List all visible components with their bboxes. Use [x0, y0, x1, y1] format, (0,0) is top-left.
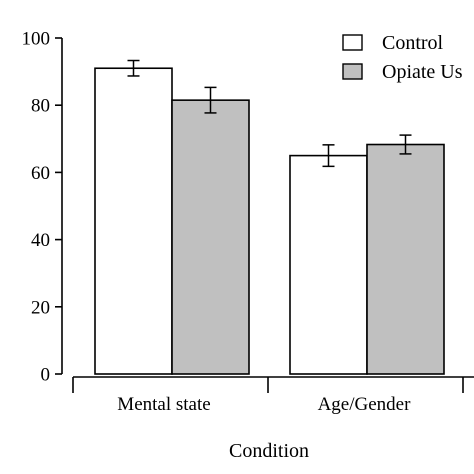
x-axis: Mental state Age/Gender: [72, 376, 474, 415]
error-bars: [127, 59, 412, 168]
y-axis: 0 20 40 60 80 100: [22, 29, 63, 386]
bar-control-1: [289, 154, 368, 375]
y-tick-label: 80: [31, 96, 50, 117]
legend: Control Opiate Us: [342, 32, 463, 83]
bar-opiate-0: [171, 99, 250, 375]
bars: [94, 67, 445, 375]
x-axis-title: Condition: [229, 440, 309, 462]
x-tick-label: Mental state: [117, 394, 210, 415]
y-tick-label: 100: [22, 29, 51, 50]
y-tick-label: 40: [31, 230, 50, 251]
bar-opiate-1: [366, 143, 445, 375]
y-tick-label: 0: [41, 365, 51, 386]
legend-label: Control: [382, 32, 444, 54]
x-tick-label: Age/Gender: [318, 394, 412, 415]
legend-label: Opiate Us: [382, 61, 463, 83]
bar-control-0: [94, 67, 173, 375]
y-tick-label: 20: [31, 297, 50, 318]
legend-swatch-opiate: [342, 63, 363, 80]
legend-swatch-control: [342, 34, 363, 51]
y-tick-label: 60: [31, 163, 50, 184]
